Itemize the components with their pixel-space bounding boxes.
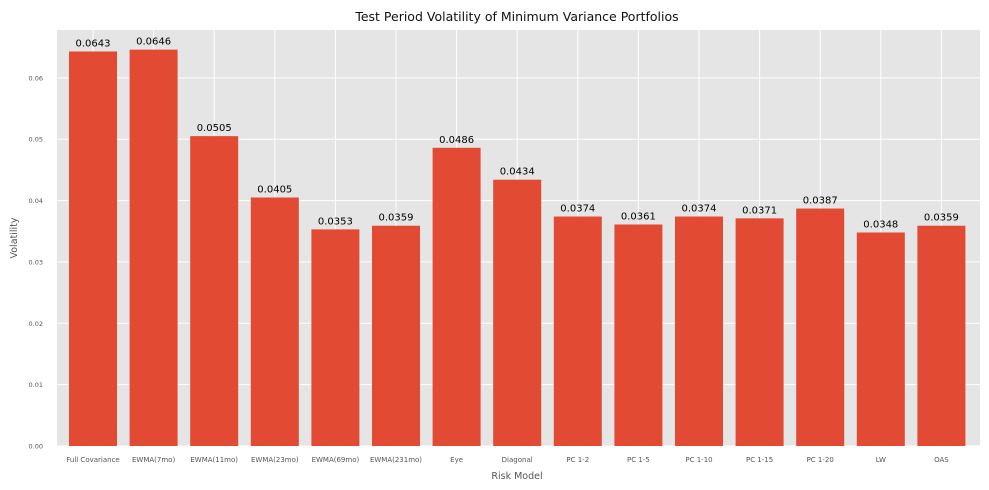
y-axis-label: Volatility (9, 217, 20, 258)
bar-value-label: 0.0434 (500, 167, 535, 178)
bar-value-label: 0.0353 (318, 216, 353, 227)
x-tick-label: PC 1-10 (685, 456, 712, 464)
x-tick-label: EWMA(231mo) (370, 456, 422, 464)
y-tick-label: 0.02 (29, 320, 43, 328)
y-tick-label: 0.05 (29, 136, 43, 144)
bar (129, 49, 178, 446)
chart-title: Test Period Volatility of Minimum Varian… (354, 9, 678, 24)
bar (735, 218, 784, 446)
bar (250, 197, 299, 446)
x-tick-label: Eye (450, 456, 463, 464)
data-labels: 0.0643 0.0646 0.0505 0.0405 0.0353 0.0359 0.04… (76, 37, 959, 231)
bar (675, 216, 723, 446)
x-tick-labels: Full Covariance EWMA(7mo) EWMA(11mo) EWMA(2… (66, 456, 949, 464)
y-tick-label: 0.00 (29, 443, 43, 451)
y-tick-label: 0.03 (29, 258, 43, 266)
x-tick-label: EWMA(11mo) (190, 456, 238, 464)
y-tick-label: 0.06 (29, 74, 43, 82)
x-tick-label: OAS (934, 456, 949, 464)
y-tick-labels: 0.00 0.01 0.02 0.03 0.04 0.05 0.06 (29, 74, 43, 450)
bar-value-label: 0.0374 (560, 204, 595, 215)
bar (69, 51, 117, 447)
x-tick-label: PC 1-2 (566, 456, 589, 464)
x-tick-label: Diagonal (502, 456, 533, 464)
bars (69, 49, 966, 447)
bar-value-label: 0.0361 (621, 212, 656, 223)
x-tick-label: Full Covariance (66, 456, 120, 464)
bar (190, 136, 239, 446)
x-tick-label: LW (876, 456, 886, 464)
bar (796, 208, 845, 446)
bar-value-label: 0.0643 (76, 38, 111, 49)
bar-value-label: 0.0374 (682, 204, 717, 215)
bar-value-label: 0.0486 (439, 135, 474, 146)
bar (856, 232, 905, 446)
bar-value-label: 0.0371 (742, 205, 777, 216)
y-tick-label: 0.04 (29, 197, 43, 205)
bar-value-label: 0.0359 (924, 213, 959, 224)
x-tick-label: PC 1-15 (746, 456, 773, 464)
x-tick-label: EWMA(7mo) (132, 456, 175, 464)
bar-value-label: 0.0359 (379, 213, 414, 224)
bar (372, 225, 420, 446)
x-axis-label: Risk Model (491, 471, 542, 482)
bar-value-label: 0.0387 (803, 196, 838, 207)
bar (432, 147, 481, 447)
bar-value-label: 0.0505 (197, 123, 232, 134)
x-tick-label: EWMA(23mo) (251, 456, 299, 464)
bar-value-label: 0.0646 (136, 37, 171, 48)
bar (493, 179, 542, 446)
bar-value-label: 0.0405 (257, 185, 292, 196)
x-tick-label: EWMA(69mo) (312, 456, 360, 464)
y-tick-label: 0.01 (29, 381, 43, 389)
bar (553, 216, 602, 446)
bar (917, 225, 966, 446)
bar-value-label: 0.0348 (863, 219, 898, 230)
x-tick-label: PC 1-5 (627, 456, 650, 464)
bar (614, 224, 663, 446)
x-tick-label: PC 1-20 (807, 456, 834, 464)
bar (311, 229, 360, 446)
